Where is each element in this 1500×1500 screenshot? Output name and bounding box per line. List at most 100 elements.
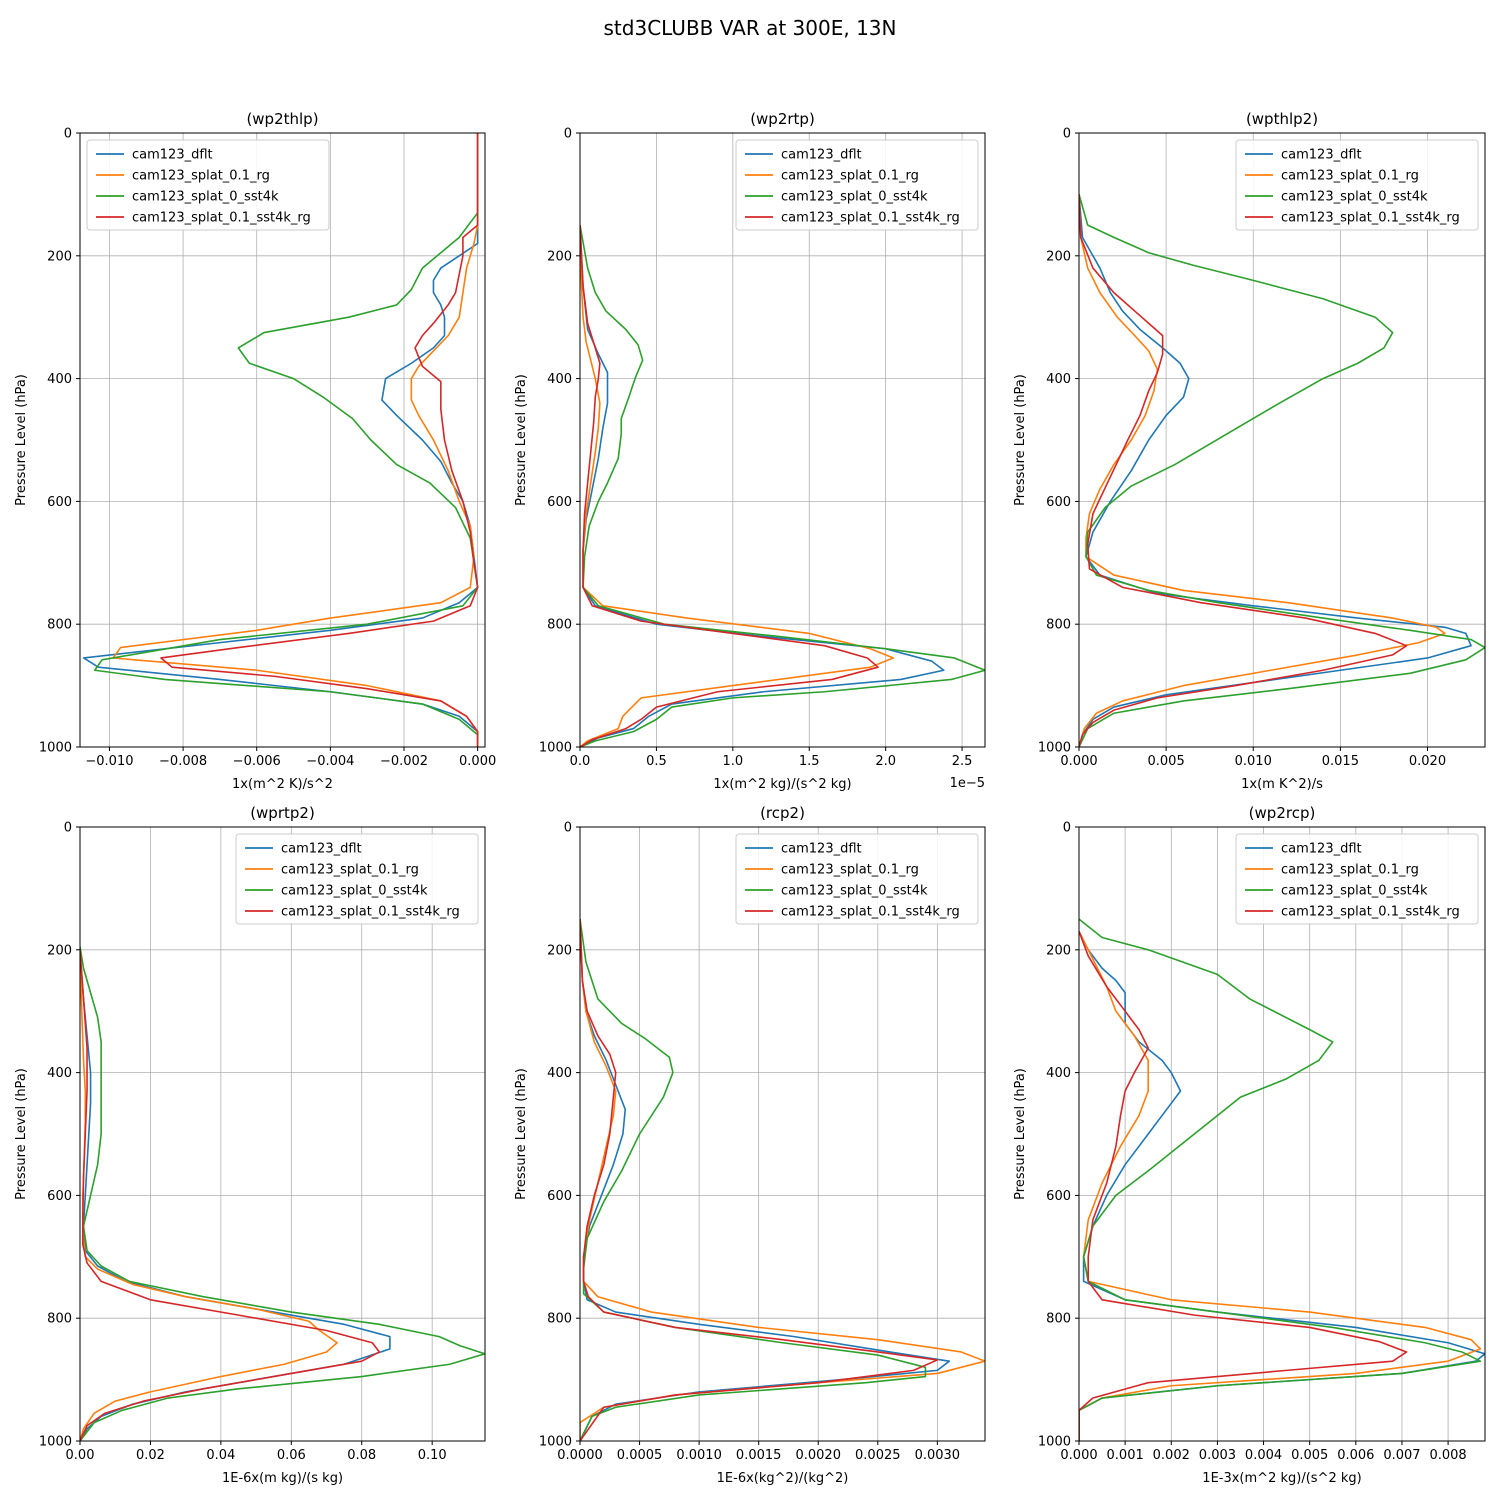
x-tick-label: −0.010 xyxy=(85,754,133,769)
y-tick-label: 0 xyxy=(1063,821,1071,836)
series-line-cam123_splat_0_sst4k xyxy=(1079,918,1482,1441)
legend-entry-label: cam123_splat_0.1_rg xyxy=(1281,863,1419,878)
y-tick-label: 400 xyxy=(1046,372,1071,387)
legend-entry-label: cam123_splat_0.1_rg xyxy=(281,863,419,878)
x-tick-label: −0.006 xyxy=(233,754,281,769)
legend-entry-label: cam123_splat_0.1_rg xyxy=(781,169,919,184)
x-tick-label: 1.5 xyxy=(799,754,820,769)
legend: cam123_dflt cam123_splat_0.1_rg cam123_spl… xyxy=(1235,139,1479,231)
series-line-cam123_splat_0.1_sst4k_rg xyxy=(160,133,479,747)
x-tick-label: 0.003 xyxy=(1199,1448,1236,1463)
y-tick-label: 400 xyxy=(47,372,72,387)
legend-entry-label: cam123_splat_0_sst4k xyxy=(281,884,428,899)
y-tick-label: 0 xyxy=(564,127,572,142)
series-line-cam123_splat_0_sst4k xyxy=(93,133,479,747)
x-tick-label: 2.0 xyxy=(875,754,896,769)
y-tick-label: 600 xyxy=(47,1189,72,1204)
legend-box xyxy=(235,833,479,925)
x-tick-label: 0.10 xyxy=(418,1448,447,1463)
chart-title: (wp2thlp) xyxy=(246,110,318,128)
y-tick-label: 200 xyxy=(547,943,572,958)
axes-frame xyxy=(579,826,986,1442)
series-line-cam123_splat_0.1_rg xyxy=(1079,931,1482,1441)
x-tick-label: 0.000 xyxy=(459,754,496,769)
y-tick-label: 1000 xyxy=(39,741,72,756)
legend-entry-label: cam123_splat_0.1_sst4k_rg xyxy=(781,905,960,920)
y-axis-label: Pressure Level (hPa) xyxy=(1013,374,1028,506)
x-tick-label: 0.0000 xyxy=(557,1448,603,1463)
y-tick-label: 800 xyxy=(547,1312,572,1327)
legend-box xyxy=(1235,833,1479,925)
y-tick-label: 0 xyxy=(64,821,72,836)
legend-entry-label: cam123_splat_0_sst4k xyxy=(781,884,928,899)
x-tick-label: 0.004 xyxy=(1245,1448,1282,1463)
legend-entry-label: cam123_splat_0.1_sst4k_rg xyxy=(281,905,460,920)
x-axis-label: 1x(m^2 K)/s^2 xyxy=(232,777,333,792)
x-tick-label: 0.0005 xyxy=(617,1448,663,1463)
x-tick-label: 0.020 xyxy=(1409,754,1446,769)
y-tick-label: 600 xyxy=(1046,495,1071,510)
x-tick-label: 0.000 xyxy=(1060,754,1097,769)
x-tick-label: 0.015 xyxy=(1322,754,1359,769)
x-tick-label: 0.005 xyxy=(1291,1448,1328,1463)
legend-entry-label: cam123_dflt xyxy=(281,842,362,857)
legend: cam123_dflt cam123_splat_0.1_rg cam123_spl… xyxy=(735,139,979,231)
y-tick-label: 400 xyxy=(547,372,572,387)
chart-title: (wprtp2) xyxy=(250,804,315,822)
y-axis-label: Pressure Level (hPa) xyxy=(514,374,529,506)
series-line-cam123_splat_0_sst4k xyxy=(1079,194,1485,747)
legend-entry-label: cam123_dflt xyxy=(781,148,862,163)
legend-entry-label: cam123_splat_0.1_rg xyxy=(1281,169,1419,184)
y-tick-label: 1000 xyxy=(1038,741,1071,756)
x-tick-label: 0.0030 xyxy=(915,1448,961,1463)
y-tick-label: 800 xyxy=(1046,1312,1071,1327)
legend-entry-label: cam123_dflt xyxy=(1281,148,1362,163)
x-tick-label: 0.002 xyxy=(1153,1448,1190,1463)
x-axis-label: 1E-6x(m kg)/(s kg) xyxy=(222,1471,343,1486)
legend: cam123_dflt cam123_splat_0.1_rg cam123_spl… xyxy=(86,139,330,231)
axes-frame xyxy=(79,132,486,748)
chart-title: (rcp2) xyxy=(760,804,805,822)
y-axis-label: Pressure Level (hPa) xyxy=(1013,1068,1028,1200)
x-tick-label: 1.0 xyxy=(722,754,743,769)
x-tick-label: 0.000 xyxy=(1060,1448,1097,1463)
y-tick-label: 200 xyxy=(547,249,572,264)
chart-title: (wp2rtp) xyxy=(750,110,815,128)
legend-entry-label: cam123_splat_0_sst4k xyxy=(1281,190,1428,205)
legend-entry-label: cam123_splat_0_sst4k xyxy=(132,190,279,205)
x-tick-label: 0.010 xyxy=(1235,754,1272,769)
y-tick-label: 0 xyxy=(564,821,572,836)
legend: cam123_dflt cam123_splat_0.1_rg cam123_spl… xyxy=(1235,833,1479,925)
axes-frame xyxy=(579,132,986,748)
x-tick-label: 0.08 xyxy=(347,1448,376,1463)
x-offset-label: 1e−5 xyxy=(950,776,985,791)
y-tick-label: 1000 xyxy=(539,1435,572,1450)
y-axis-label: Pressure Level (hPa) xyxy=(14,1068,29,1200)
figure-title: std3CLUBB VAR at 300E, 13N xyxy=(603,16,897,40)
y-tick-label: 1000 xyxy=(539,741,572,756)
y-tick-label: 600 xyxy=(547,495,572,510)
x-tick-label: −0.008 xyxy=(159,754,207,769)
chart-title: (wpthlp2) xyxy=(1246,110,1318,128)
series-line-cam123_splat_0_sst4k xyxy=(80,946,485,1441)
y-tick-label: 800 xyxy=(547,618,572,633)
legend: cam123_dflt cam123_splat_0.1_rg cam123_spl… xyxy=(735,833,979,925)
x-tick-label: 0.0015 xyxy=(736,1448,782,1463)
y-tick-label: 600 xyxy=(47,495,72,510)
y-tick-label: 0 xyxy=(64,127,72,142)
y-tick-label: 200 xyxy=(47,249,72,264)
legend-entry-label: cam123_splat_0.1_sst4k_rg xyxy=(781,211,960,226)
legend-entry-label: cam123_splat_0_sst4k xyxy=(781,190,928,205)
y-tick-label: 400 xyxy=(47,1066,72,1081)
x-axis-label: 1x(m K^2)/s xyxy=(1241,777,1323,792)
series-line-cam123_splat_0_sst4k xyxy=(580,224,985,747)
series-line-cam123_splat_0.1_sst4k_rg xyxy=(1079,931,1408,1441)
series-line-cam123_splat_0.1_rg xyxy=(580,919,985,1441)
y-tick-label: 200 xyxy=(1046,249,1071,264)
x-tick-label: 0.0025 xyxy=(855,1448,901,1463)
legend-entry-label: cam123_splat_0.1_sst4k_rg xyxy=(1281,211,1460,226)
y-tick-label: 200 xyxy=(1046,943,1071,958)
legend-entry-label: cam123_dflt xyxy=(781,842,862,857)
chart-title: (wp2rcp) xyxy=(1249,804,1316,822)
